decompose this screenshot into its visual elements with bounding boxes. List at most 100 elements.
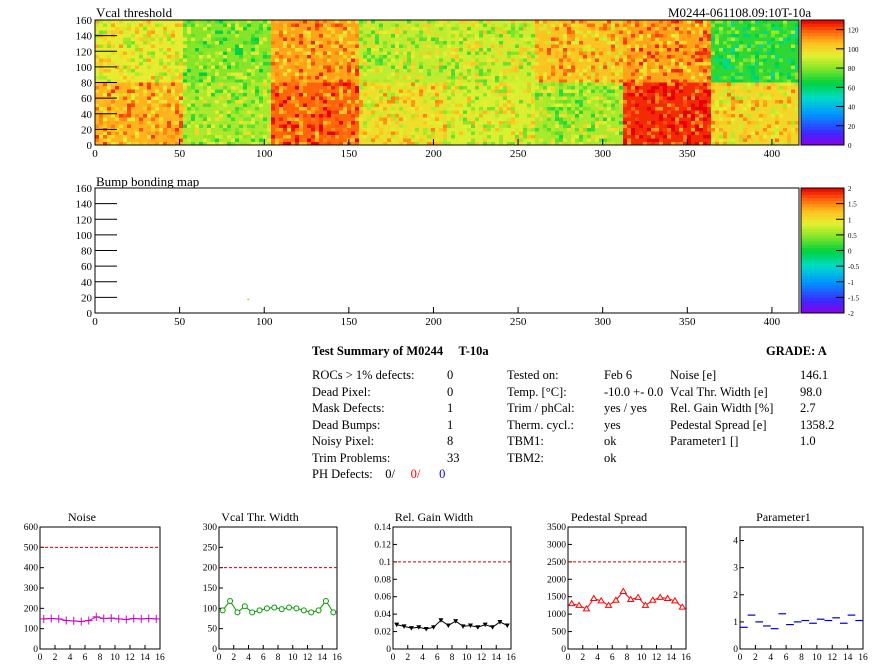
pixel-cell	[255, 135, 259, 139]
pixel-cell	[687, 34, 691, 38]
pixel-cell	[731, 27, 735, 31]
pixel-cell	[151, 51, 155, 55]
series-line	[571, 590, 683, 610]
pixel-cell	[563, 72, 567, 76]
pixel-cell	[599, 58, 603, 62]
pixel-cell	[95, 20, 99, 24]
pixel-cell	[227, 37, 231, 41]
pixel-cell	[667, 79, 671, 83]
pixel-cell	[671, 58, 675, 62]
bump-colorbar-swatch	[801, 278, 844, 283]
pixel-cell	[691, 76, 695, 80]
pixel-cell	[127, 86, 131, 90]
pixel-cell	[187, 72, 191, 76]
pixel-cell	[495, 128, 499, 132]
pixel-cell	[755, 128, 759, 132]
pixel-cell	[443, 93, 447, 97]
pixel-cell	[571, 89, 575, 93]
pixel-cell	[215, 55, 219, 59]
pixel-cell	[587, 65, 591, 69]
pixel-cell	[147, 96, 151, 100]
pixel-cell	[607, 34, 611, 38]
pixel-cell	[619, 114, 623, 118]
pixel-cell	[347, 89, 351, 93]
pixel-cell	[687, 69, 691, 73]
pixel-cell	[763, 128, 767, 132]
pixel-cell	[619, 131, 623, 135]
pixel-cell	[95, 103, 99, 107]
pixel-cell	[795, 131, 799, 135]
pixel-cell	[119, 27, 123, 31]
pixel-cell	[363, 58, 367, 62]
test-summary: Test Summary of M0244 T-10a	[312, 343, 489, 360]
pixel-cell	[147, 51, 151, 55]
pixel-cell	[651, 86, 655, 90]
pixel-cell	[483, 76, 487, 80]
pixel-cell	[707, 82, 711, 86]
pixel-cell	[507, 100, 511, 104]
vcal-colorbar-swatch	[801, 79, 844, 83]
pixel-cell	[727, 138, 731, 142]
pixel-cell	[627, 114, 631, 118]
data-point	[416, 625, 422, 630]
pixel-cell	[251, 51, 255, 55]
data-point	[394, 622, 400, 628]
data-point	[678, 603, 687, 610]
pixel-cell	[551, 138, 555, 142]
pixel-cell	[515, 30, 519, 34]
pixel-cell	[139, 51, 143, 55]
pixel-cell	[431, 37, 435, 41]
mini-xtick-label: 10	[288, 653, 298, 663]
vcal-map-ytick-label: 140	[76, 31, 93, 43]
pixel-cell	[763, 34, 767, 38]
pixel-cell	[259, 72, 263, 76]
pixel-cell	[607, 142, 611, 146]
vcal-colorbar-swatch	[801, 135, 844, 140]
pixel-cell	[315, 20, 319, 24]
pixel-cell	[403, 51, 407, 55]
pixel-cell	[471, 142, 475, 146]
pixel-cell	[243, 96, 247, 100]
data-point	[330, 609, 337, 616]
pixel-cell	[475, 76, 479, 80]
pixel-cell	[147, 37, 151, 41]
pixel-cell	[103, 142, 107, 146]
pixel-cell	[623, 142, 627, 146]
pixel-cell	[151, 41, 155, 45]
pixel-cell	[395, 65, 399, 69]
pixel-cell	[787, 131, 791, 135]
pixel-cell	[383, 51, 387, 55]
pixel-cell	[419, 138, 423, 142]
pixel-cell	[671, 23, 675, 27]
pixel-cell	[523, 135, 527, 139]
mini-ytick-label: 0	[212, 645, 217, 655]
pixel-cell	[547, 51, 551, 55]
pixel-cell	[567, 23, 571, 27]
pixel-cell	[751, 138, 755, 142]
pixel-cell	[711, 89, 715, 93]
pixel-cell	[391, 107, 395, 111]
pixel-cell	[655, 69, 659, 73]
pixel-cell	[535, 51, 539, 55]
pixel-cell	[499, 138, 503, 142]
pixel-cell	[283, 55, 287, 59]
pixel-cell	[363, 82, 367, 86]
pixel-cell	[651, 82, 655, 86]
pixel-cell	[435, 44, 439, 48]
data-point	[256, 607, 263, 614]
pixel-cell	[287, 114, 291, 118]
pixel-cell	[231, 48, 235, 52]
pixel-cell	[283, 86, 287, 90]
pixel-cell	[275, 48, 279, 52]
pixel-cell	[487, 65, 491, 69]
pixel-cell	[755, 27, 759, 31]
pixel-cell	[503, 96, 507, 100]
pixel-cell	[575, 41, 579, 45]
pixel-cell	[311, 110, 315, 114]
pixel-cell	[735, 30, 739, 34]
pixel-cell	[779, 131, 783, 135]
pixel-cell	[463, 76, 467, 80]
pixel-cell	[219, 124, 223, 128]
pixel-cell	[555, 44, 559, 48]
vcal-map-ytick-label: 0	[87, 140, 93, 152]
